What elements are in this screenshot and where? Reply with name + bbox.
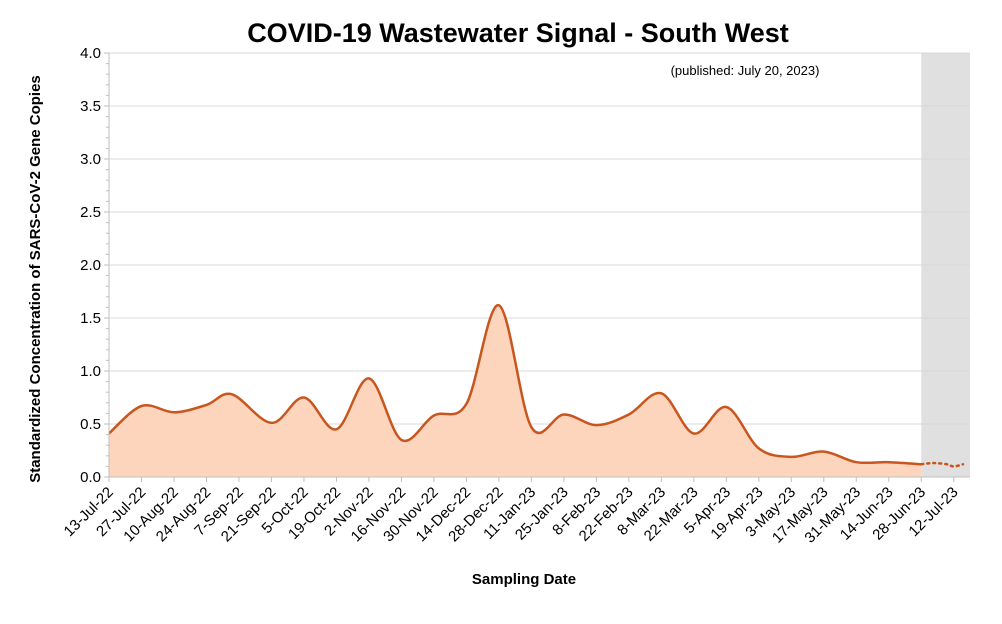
y-tick-label: 3.5: [80, 98, 101, 115]
series-area: [109, 305, 922, 477]
y-tick-label: 1.5: [80, 310, 101, 327]
y-axis-label: Standardized Concentration of SARS-CoV-2…: [27, 75, 44, 483]
y-tick-label: 3.0: [80, 151, 101, 168]
axes: [104, 52, 970, 482]
y-tick-label: 0.5: [80, 416, 101, 433]
y-tick-labels: 0.0 0.5 1.0 1.5 2.0 2.5 3.0 3.5 4.0: [80, 45, 101, 486]
y-tick-label: 2.5: [80, 204, 101, 221]
series-line-provisional: [920, 461, 965, 468]
y-tick-label: 4.0: [80, 45, 101, 62]
publish-note: (published: July 20, 2023): [671, 63, 820, 78]
series-line: [108, 304, 922, 466]
area-layer: [109, 305, 922, 477]
y-tick-label: 1.0: [80, 363, 101, 380]
x-axis-label: Sampling Date: [472, 571, 576, 588]
chart-title: COVID-19 Wastewater Signal - South West: [247, 18, 789, 48]
x-tick-labels: 13-Jul-2227-Jul-2210-Aug-2224-Aug-227-Se…: [61, 484, 962, 547]
y-tick-label: 2.0: [80, 257, 101, 274]
y-tick-label: 0.0: [80, 469, 101, 486]
line-layer: [108, 304, 965, 468]
gridlines: [109, 52, 970, 425]
